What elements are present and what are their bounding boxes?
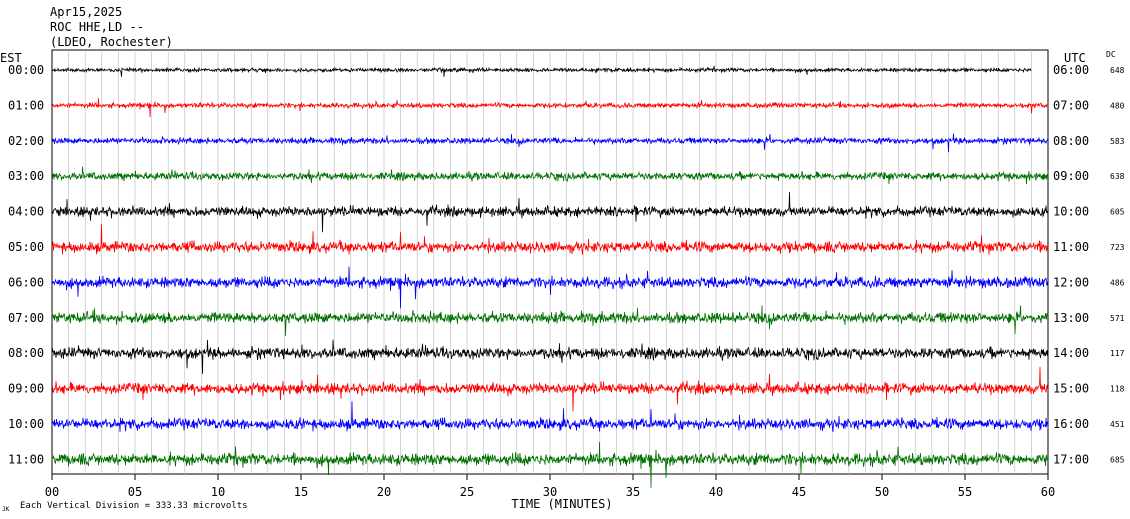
trace-1000	[51, 401, 1049, 432]
trace-0800	[51, 339, 1049, 375]
trace-0200	[51, 133, 1049, 153]
x-tick-label: 00	[45, 485, 59, 499]
x-axis-ticks: 00 05 10 15 20 25 30 35 40 45 50 55 60	[45, 474, 1055, 499]
est-hour-labels: 00:00 01:00 02:00 03:00 04:00 05:00 06:00 07:00…	[8, 63, 44, 466]
trace-0700	[51, 305, 1049, 336]
dc-value: 605	[1110, 208, 1125, 217]
utc-label: 14:00	[1053, 346, 1089, 360]
dc-value: 571	[1110, 314, 1125, 323]
est-label: 03:00	[8, 169, 44, 183]
trace-0500	[51, 224, 1049, 255]
utc-label: 13:00	[1053, 311, 1089, 325]
x-tick-label: 50	[875, 485, 889, 499]
utc-label: 16:00	[1053, 417, 1089, 431]
est-label: 02:00	[8, 134, 44, 148]
dc-value: 118	[1110, 385, 1125, 394]
utc-label: 07:00	[1053, 98, 1089, 112]
header-station: ROC HHE,LD --	[50, 20, 144, 34]
header-date: Apr15,2025	[50, 5, 122, 19]
trace-0000	[51, 65, 1032, 77]
est-label: 00:00	[8, 63, 44, 77]
dc-value: 648	[1110, 66, 1125, 75]
utc-label: 09:00	[1053, 169, 1089, 183]
utc-label: 12:00	[1053, 275, 1089, 289]
x-tick-label: 60	[1041, 485, 1055, 499]
utc-axis-label: UTC	[1064, 51, 1086, 65]
utc-label: 08:00	[1053, 134, 1089, 148]
x-tick-label: 55	[958, 485, 972, 499]
x-tick-label: 10	[211, 485, 225, 499]
trace-0900	[51, 366, 1049, 412]
x-axis-title: TIME (MINUTES)	[511, 497, 612, 511]
dc-value: 723	[1110, 243, 1125, 252]
utc-hour-labels: 06:00 07:00 08:00 09:00 10:00 11:00 12:00 13:00…	[1053, 63, 1089, 466]
dc-value: 486	[1110, 278, 1125, 287]
est-label: 01:00	[8, 98, 44, 112]
corner-mark: JK	[2, 506, 10, 513]
x-tick-label: 05	[128, 485, 142, 499]
dc-value: 451	[1110, 420, 1125, 429]
dc-value: 583	[1110, 137, 1125, 146]
dc-value: 685	[1110, 455, 1125, 464]
vertical-division-note: Each Vertical Division = 333.33 microvol…	[20, 501, 248, 511]
dc-value: 480	[1110, 101, 1125, 110]
utc-label: 06:00	[1053, 63, 1089, 77]
x-tick-label: 45	[792, 485, 806, 499]
seismic-traces	[51, 65, 1049, 488]
trace-0600	[51, 266, 1049, 309]
x-tick-label: 15	[294, 485, 308, 499]
trace-0400	[51, 191, 1049, 233]
est-label: 11:00	[8, 452, 44, 466]
utc-label: 11:00	[1053, 240, 1089, 254]
utc-label: 17:00	[1053, 452, 1089, 466]
dc-column-label: DC	[1106, 50, 1116, 59]
dc-value: 117	[1110, 349, 1125, 358]
utc-label: 15:00	[1053, 382, 1089, 396]
x-tick-label: 40	[709, 485, 723, 499]
x-tick-label: 35	[626, 485, 640, 499]
est-label: 06:00	[8, 275, 44, 289]
est-label: 07:00	[8, 311, 44, 325]
x-tick-label: 20	[377, 485, 391, 499]
est-label: 04:00	[8, 205, 44, 219]
est-label: 05:00	[8, 240, 44, 254]
dc-offset-labels: 648 480 583 638 605 723 486 571 117 118 451 685	[1110, 66, 1125, 464]
x-tick-label: 25	[460, 485, 474, 499]
est-axis-label: EST	[0, 51, 22, 65]
minute-grid	[68, 50, 1032, 474]
dc-value: 638	[1110, 172, 1125, 181]
trace-0300	[51, 166, 1049, 185]
est-label: 08:00	[8, 346, 44, 360]
header-network: (LDEO, Rochester)	[50, 35, 173, 49]
utc-label: 10:00	[1053, 205, 1089, 219]
x-tick-label: 30	[543, 485, 557, 499]
trace-0100	[51, 98, 1049, 118]
est-label: 09:00	[8, 382, 44, 396]
trace-1100	[51, 441, 1049, 488]
est-label: 10:00	[8, 417, 44, 431]
